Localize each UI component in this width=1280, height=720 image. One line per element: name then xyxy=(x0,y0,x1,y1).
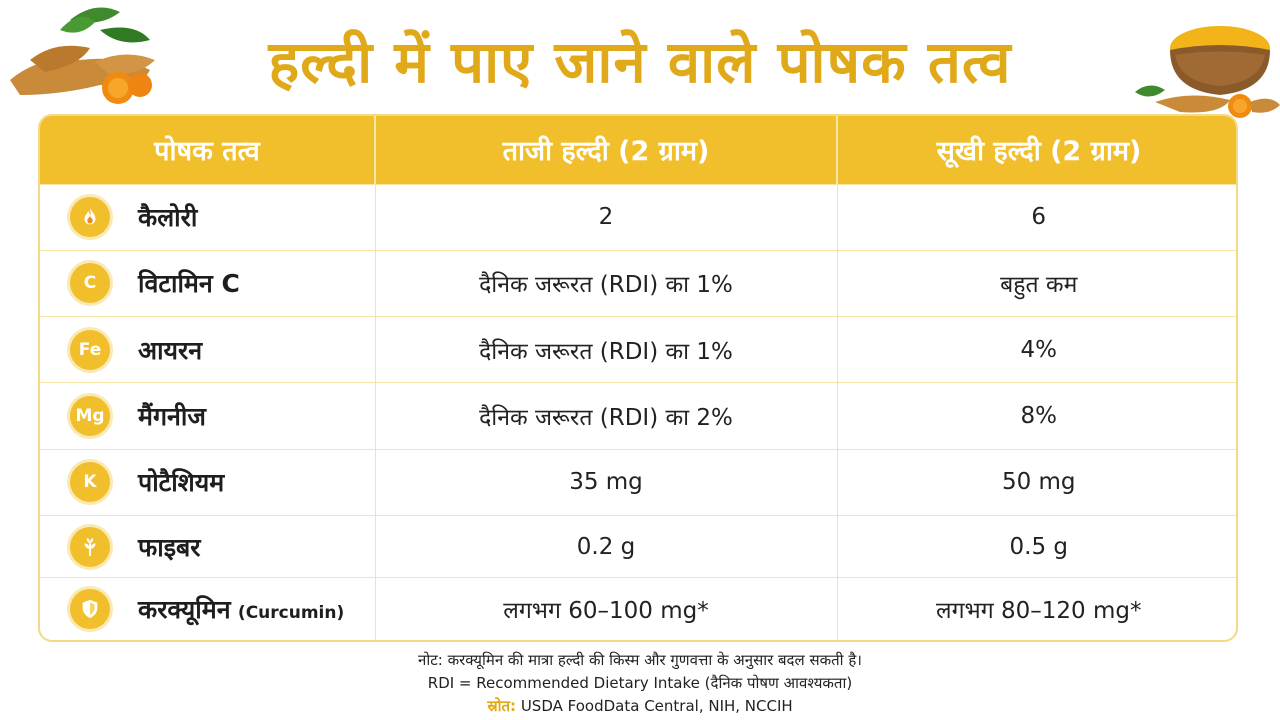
nutrient-cell: करक्यूमिन (Curcumin) xyxy=(40,577,376,640)
table-header-row: पोषक तत्व ताजी हल्दी (2 ग्राम) सूखी हल्द… xyxy=(40,116,1236,184)
header-fresh-turmeric: ताजी हल्दी (2 ग्राम) xyxy=(375,116,838,184)
nutrient-name: आयरन xyxy=(138,335,203,365)
fresh-value: दैनिक जरूरत (RDI) का 1% xyxy=(375,249,838,317)
flame-icon xyxy=(70,197,110,238)
nutrient-name: कैलोरी xyxy=(138,203,198,233)
wheat-icon xyxy=(70,526,110,567)
fresh-value: लगभग 60–100 mg* xyxy=(375,577,838,640)
table-row: कैलोरी 2 6 xyxy=(40,183,1236,251)
dry-value: 6 xyxy=(837,183,1236,251)
dry-value: 0.5 g xyxy=(837,514,1236,578)
source-text: USDA FoodData Central, NIH, NCCIH xyxy=(520,697,793,715)
nutrient-name: करक्यूमिन xyxy=(138,595,231,625)
nutrient-name: पोटैशियम xyxy=(138,468,225,498)
table-row: करक्यूमिन (Curcumin) लगभग 60–100 mg* लगभ… xyxy=(40,577,1236,640)
dry-value: 8% xyxy=(837,382,1236,450)
vitamin-c-icon: C xyxy=(70,263,110,304)
nutrient-cell: Mg मैंगनीज xyxy=(40,382,376,450)
shield-icon xyxy=(70,589,110,630)
header-dry-turmeric: सूखी हल्दी (2 ग्राम) xyxy=(837,116,1236,184)
fresh-value: दैनिक जरूरत (RDI) का 1% xyxy=(375,316,838,383)
footer-rdi: RDI = Recommended Dietary Intake (दैनिक … xyxy=(427,674,853,692)
table-row: K पोटैशियम 35 mg 50 mg xyxy=(40,448,1236,516)
turmeric-bowl-image xyxy=(1135,26,1280,118)
nutrient-name: विटामिन C xyxy=(138,269,240,299)
dry-value: 4% xyxy=(837,316,1236,383)
page-title: हल्दी में पाए जाने वाले पोषक तत्व xyxy=(268,28,1012,96)
footer-note: नोट: करक्यूमिन की मात्रा हल्दी की किस्म … xyxy=(418,651,862,669)
table-row: फाइबर 0.2 g 0.5 g xyxy=(40,514,1236,578)
fresh-value: दैनिक जरूरत (RDI) का 2% xyxy=(375,382,838,450)
manganese-icon: Mg xyxy=(70,395,110,436)
dry-value: बहुत कम xyxy=(837,249,1236,317)
iron-icon: Fe xyxy=(70,329,110,370)
nutrient-cell: K पोटैशियम xyxy=(40,448,376,516)
potassium-icon: K xyxy=(70,462,110,503)
header-nutrient: पोषक तत्व xyxy=(40,116,376,184)
nutrient-name: मैंगनीज xyxy=(138,401,206,431)
nutrient-cell: C विटामिन C xyxy=(40,249,376,317)
nutrient-name: फाइबर xyxy=(138,532,201,562)
table-row: Fe आयरन दैनिक जरूरत (RDI) का 1% 4% xyxy=(40,316,1236,383)
nutrient-cell: फाइबर xyxy=(40,514,376,578)
dry-value: 50 mg xyxy=(837,448,1236,516)
nutrient-cell: Fe आयरन xyxy=(40,316,376,383)
table-row: Mg मैंगनीज दैनिक जरूरत (RDI) का 2% 8% xyxy=(40,382,1236,450)
turmeric-root-image xyxy=(10,7,155,104)
nutrient-subname: (Curcumin) xyxy=(237,603,345,624)
nutrient-table: पोषक तत्व ताजी हल्दी (2 ग्राम) सूखी हल्द… xyxy=(38,114,1238,642)
fresh-value: 2 xyxy=(375,183,838,251)
fresh-value: 0.2 g xyxy=(375,514,838,578)
nutrient-cell: कैलोरी xyxy=(40,183,376,251)
dry-value: लगभग 80–120 mg* xyxy=(837,577,1236,640)
table-row: C विटामिन C दैनिक जरूरत (RDI) का 1% बहुत… xyxy=(40,249,1236,317)
footer-source: स्रोत: USDA FoodData Central, NIH, NCCIH xyxy=(0,696,1280,716)
fresh-value: 35 mg xyxy=(375,448,838,516)
source-label: स्रोत: xyxy=(487,697,517,715)
